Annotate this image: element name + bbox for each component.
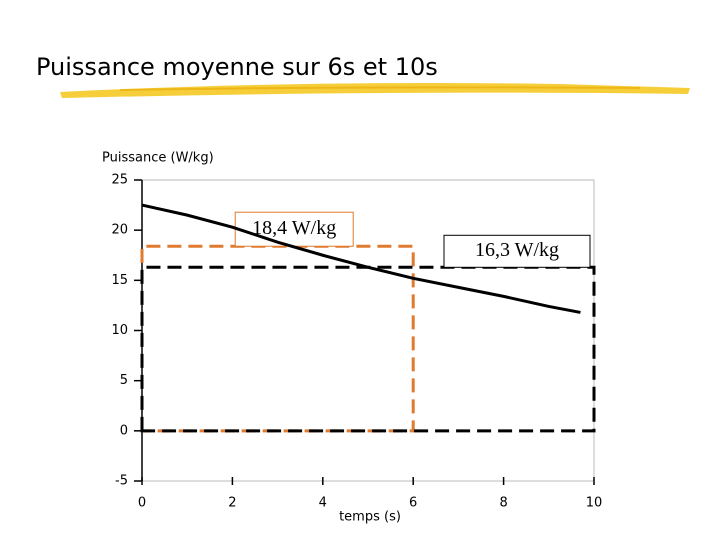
y-tick-label: 0 [120, 423, 128, 438]
x-tick-label: 4 [319, 496, 327, 511]
y-axis-label: Puissance (W/kg) [102, 151, 214, 166]
x-tick-label: 0 [138, 496, 146, 511]
y-tick-label: 5 [120, 373, 128, 388]
y-tick-label: 20 [111, 223, 128, 238]
y-tick-label: 25 [111, 173, 128, 188]
annotation-label: 18,4 W/kg [252, 217, 336, 239]
x-tick-label: 6 [409, 496, 417, 511]
title-underline [60, 83, 690, 98]
title-underline-stroke [119, 86, 641, 91]
x-tick-label: 2 [228, 496, 236, 511]
annotation-box [443, 234, 591, 268]
x-tick-label: 10 [586, 496, 603, 511]
average-rect [140, 244, 415, 433]
y-tick-label: 10 [111, 323, 128, 338]
data-line [141, 203, 581, 314]
average-rect [140, 265, 596, 433]
y-tick-label: -5 [115, 474, 128, 489]
x-axis-label: temps (s) [339, 510, 401, 525]
plot-frame [141, 179, 595, 482]
x-tick-label: 8 [499, 496, 507, 511]
slide-title: Puissance moyenne sur 6s et 10s [36, 53, 438, 81]
y-tick-label: 15 [111, 273, 128, 288]
annotation-label: 16,3 W/kg [475, 239, 559, 261]
